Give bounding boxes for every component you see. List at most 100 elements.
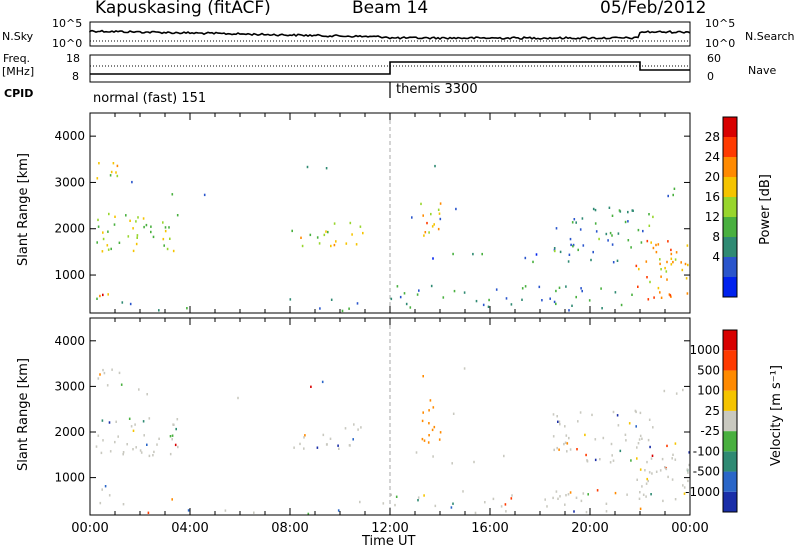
echo-cell: [143, 225, 145, 229]
echo-cell: [150, 230, 152, 234]
echo-cell: [150, 225, 152, 228]
echo-cell: [564, 425, 566, 428]
echo-cell: [655, 243, 657, 247]
echo-cell: [482, 303, 485, 307]
echo-cell: [609, 231, 612, 235]
echo-cell: [637, 228, 640, 232]
echo-cell: [568, 253, 571, 256]
echo-cell: [110, 170, 113, 174]
echo-cell: [648, 471, 651, 474]
echo-cell: [614, 491, 617, 495]
echo-cell: [132, 227, 134, 230]
noise-panel-frame: [89, 21, 691, 47]
echo-cell: [423, 494, 425, 497]
echo-cell: [330, 244, 332, 248]
echo-cell: [564, 503, 566, 506]
cpid-mode-themis: themis 3300: [396, 82, 478, 97]
echo-cell: [102, 237, 105, 241]
colorbar-segment: [723, 217, 737, 237]
echo-cell: [359, 500, 361, 504]
colorbar-segment: [723, 157, 737, 177]
echo-cell: [107, 293, 109, 296]
echo-cell: [538, 285, 541, 289]
echo-cell: [659, 258, 661, 261]
echo-cell: [585, 510, 588, 514]
echo-cell: [639, 507, 642, 510]
echo-cell: [396, 285, 399, 288]
echo-cell: [591, 413, 593, 417]
echo-cell: [152, 454, 154, 457]
echo-cell: [616, 414, 619, 417]
colorbar-tick-label: 16: [705, 190, 720, 204]
echo-cell: [145, 223, 148, 227]
colorbar-segment: [723, 277, 737, 297]
echo-cell: [442, 296, 445, 299]
echo-cell: [667, 194, 669, 198]
echo-cell: [571, 221, 574, 224]
echo-cell: [422, 375, 424, 378]
echo-cell: [309, 233, 312, 237]
echo-cell: [592, 207, 595, 211]
echo-cell: [674, 498, 677, 501]
echo-cell: [301, 244, 304, 248]
echo-cell: [671, 457, 673, 460]
echo-cell: [611, 214, 614, 217]
echo-cell: [641, 437, 643, 440]
echo-cell: [139, 449, 142, 452]
echo-cell: [146, 393, 148, 396]
echo-cell: [321, 380, 324, 384]
y-tick-label: 2000: [54, 425, 85, 439]
echo-cell: [116, 174, 119, 178]
echo-cell: [573, 510, 575, 513]
echo-cell: [659, 469, 662, 472]
velocity-colorbar-label: Velocity [m s⁻¹]: [768, 365, 784, 466]
echo-cell: [434, 504, 437, 508]
echo-cell: [505, 510, 507, 513]
echo-cell: [109, 174, 112, 177]
echo-cell: [428, 409, 430, 412]
echo-cell: [624, 220, 627, 224]
echo-cell: [345, 242, 348, 245]
echo-cell: [96, 241, 98, 244]
echo-cell: [422, 214, 424, 217]
echo-cell: [430, 284, 433, 288]
echo-cell: [175, 427, 177, 431]
colorbar-segment: [723, 177, 737, 197]
echo-cell: [642, 493, 645, 496]
echo-cell: [595, 230, 598, 233]
colorbar-tick-label: -100: [693, 444, 720, 458]
echo-cell: [452, 412, 455, 415]
colorbar-tick-label: 12: [705, 210, 720, 224]
echo-cell: [325, 167, 328, 170]
echo-cell: [504, 503, 507, 506]
echo-cell: [390, 493, 392, 496]
echo-cell: [580, 287, 582, 290]
beam-title: Beam 14: [352, 0, 429, 18]
echo-cell: [557, 420, 559, 423]
echo-cell: [649, 445, 651, 449]
freq-left-tick-top: 18: [66, 52, 80, 65]
echo-cell: [555, 227, 558, 230]
echo-cell: [409, 306, 412, 309]
echo-cell: [359, 225, 362, 228]
echo-cell: [138, 388, 140, 391]
echo-cell: [132, 448, 134, 451]
echo-cell: [683, 492, 686, 495]
colorbar-tick-label: 8: [712, 230, 720, 244]
echo-cell: [344, 427, 347, 430]
echo-cell: [330, 298, 333, 301]
echo-cell: [614, 291, 617, 294]
echo-cell: [475, 299, 478, 303]
echo-cell: [577, 248, 579, 252]
echo-cell: [650, 493, 652, 496]
echo-cell: [394, 503, 396, 507]
colorbar-tick-label: 100: [697, 384, 720, 398]
echo-cell: [253, 511, 255, 514]
echo-cell: [463, 291, 466, 294]
echo-cell: [686, 244, 689, 247]
echo-cell: [117, 435, 119, 438]
echo-cell: [118, 241, 121, 244]
echo-cell: [586, 460, 589, 463]
echo-cell: [158, 309, 160, 312]
echo-cell: [653, 296, 655, 299]
